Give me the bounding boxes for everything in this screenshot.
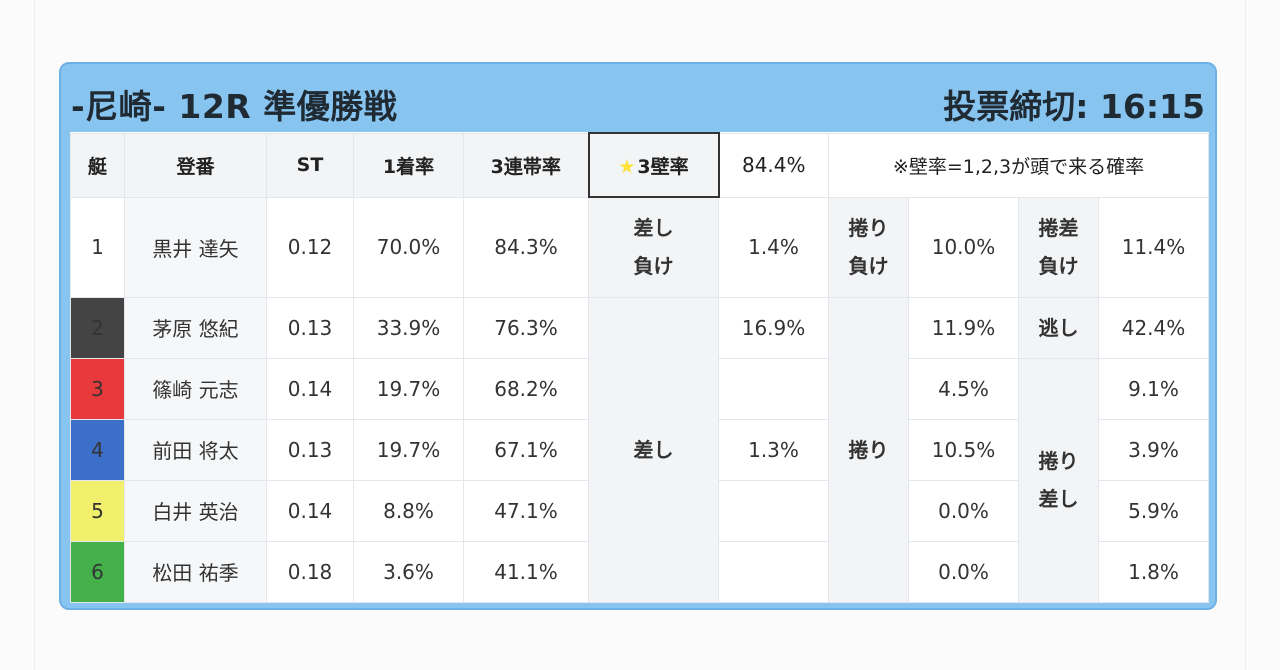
star-icon: ★ <box>618 155 636 178</box>
makurizashi-make-label-2: 負け <box>1038 254 1079 278</box>
makurizashi-value: 9.1% <box>1098 357 1209 420</box>
racer-name: 前田 将太 <box>124 418 267 481</box>
table-header-row: 艇 登番 ST 1着率 3連帯率 ★ 3壁率 84.4% ※壁率=1,2,3が頭で… <box>70 132 1209 198</box>
makuri-label: 捲り <box>828 296 909 603</box>
racer-name: 篠崎 元志 <box>124 357 267 420</box>
makurizashi-label-2: 差し <box>1038 487 1079 511</box>
table-row: 2 茅原 悠紀 0.13 33.9% 76.3% 差し 16.9% 捲り 11.… <box>70 296 1209 603</box>
table-row: 4 前田 将太 0.13 19.7% 67.1% 1.3% 10.5% 3.9% <box>70 418 1209 481</box>
wall-rate-label: 3壁率 <box>637 155 689 178</box>
col-header-top3-rate: 3連帯率 <box>463 132 589 198</box>
col-header-name: 登番 <box>124 132 267 198</box>
makurizashi-value: 3.9% <box>1098 418 1209 481</box>
makuri-make-value: 10.0% <box>908 196 1019 298</box>
boat-number: 5 <box>70 479 125 542</box>
sashi-make-label-1: 差し <box>633 216 674 241</box>
wall-rate-note: ※壁率=1,2,3が頭で来る確率 <box>828 132 1209 198</box>
nige-label: 逃し <box>1018 296 1099 359</box>
racer-st: 0.13 <box>266 296 354 359</box>
betting-deadline: 投票締切: 16:15 <box>943 87 1205 126</box>
racer-st: 0.14 <box>266 357 354 420</box>
racer-name: 松田 祐季 <box>124 540 267 603</box>
makurizashi-value: 5.9% <box>1098 479 1209 542</box>
makurizashi-value: 1.8% <box>1098 540 1209 603</box>
table-row: 1 黒井 達矢 0.12 70.0% 84.3% 差し 負け 1.4% 捲り 負け … <box>70 196 1209 298</box>
racer-st: 0.12 <box>266 196 354 298</box>
left-divider <box>34 0 35 670</box>
makurizashi-label-1: 捲り <box>1038 449 1079 473</box>
racer-first-rate: 8.8% <box>353 479 464 542</box>
sashi-value: 16.9% <box>718 296 829 359</box>
sashi-make-label-2: 負け <box>633 254 674 279</box>
makuri-value: 4.5% <box>908 357 1019 420</box>
racer-top3-rate: 47.1% <box>463 479 589 542</box>
race-table: 艇 登番 ST 1着率 3連帯率 ★ 3壁率 84.4% ※壁率=1,2,3が頭で… <box>70 132 1209 603</box>
racer-top3-rate: 84.3% <box>463 196 589 298</box>
racer-first-rate: 70.0% <box>353 196 464 298</box>
col-header-st: ST <box>266 132 354 198</box>
racer-top3-rate: 68.2% <box>463 357 589 420</box>
right-divider <box>1245 0 1246 670</box>
nige-value: 42.4% <box>1098 296 1209 359</box>
boat-number: 3 <box>70 357 125 420</box>
makuri-make-label-2: 負け <box>848 254 889 278</box>
table-row: 6 松田 祐季 0.18 3.6% 41.1% 0.0% 1.8% <box>70 540 1209 603</box>
boat-number: 4 <box>70 418 125 481</box>
makurizashi-make-label: 捲差 負け <box>1018 196 1099 298</box>
sashi-make-label: 差し 負け <box>588 196 719 298</box>
makurizashi-label: 捲り 差し <box>1018 357 1099 603</box>
race-info-panel: -尼崎- 12R 準優勝戦 投票締切: 16:15 艇 登番 ST 1着率 3連… <box>59 62 1217 610</box>
racer-top3-rate: 67.1% <box>463 418 589 481</box>
sashi-value <box>718 479 829 542</box>
col-header-first-rate: 1着率 <box>353 132 464 198</box>
makuri-value: 11.9% <box>908 296 1019 359</box>
racer-st: 0.18 <box>266 540 354 603</box>
racer-first-rate: 3.6% <box>353 540 464 603</box>
racer-first-rate: 19.7% <box>353 357 464 420</box>
sashi-value <box>718 540 829 603</box>
makuri-value: 10.5% <box>908 418 1019 481</box>
boat-number: 1 <box>70 196 125 298</box>
racer-name: 白井 英治 <box>124 479 267 542</box>
racer-name: 黒井 達矢 <box>124 196 267 298</box>
sashi-value: 1.3% <box>718 418 829 481</box>
sashi-value <box>718 357 829 420</box>
makuri-make-label: 捲り 負け <box>828 196 909 298</box>
racer-first-rate: 33.9% <box>353 296 464 359</box>
sashi-label: 差し <box>588 296 719 603</box>
makuri-value: 0.0% <box>908 540 1019 603</box>
racer-st: 0.13 <box>266 418 354 481</box>
racer-name: 茅原 悠紀 <box>124 296 267 359</box>
racer-first-rate: 19.7% <box>353 418 464 481</box>
makuri-value: 0.0% <box>908 479 1019 542</box>
panel-header: -尼崎- 12R 準優勝戦 投票締切: 16:15 <box>61 64 1215 134</box>
table-row: 5 白井 英治 0.14 8.8% 47.1% 0.0% 5.9% <box>70 479 1209 542</box>
col-header-wall-rate: ★ 3壁率 <box>587 132 720 198</box>
boat-number: 6 <box>70 540 125 603</box>
makurizashi-make-label-1: 捲差 <box>1038 216 1079 240</box>
sashi-make-value: 1.4% <box>718 196 829 298</box>
racer-top3-rate: 76.3% <box>463 296 589 359</box>
racer-top3-rate: 41.1% <box>463 540 589 603</box>
racer-st: 0.14 <box>266 479 354 542</box>
wall-rate-value: 84.4% <box>718 132 829 198</box>
race-title: -尼崎- 12R 準優勝戦 <box>71 87 398 126</box>
col-header-boat: 艇 <box>70 132 125 198</box>
makurizashi-make-value: 11.4% <box>1098 196 1209 298</box>
boat-number: 2 <box>70 296 125 359</box>
makuri-make-label-1: 捲り <box>848 216 889 240</box>
